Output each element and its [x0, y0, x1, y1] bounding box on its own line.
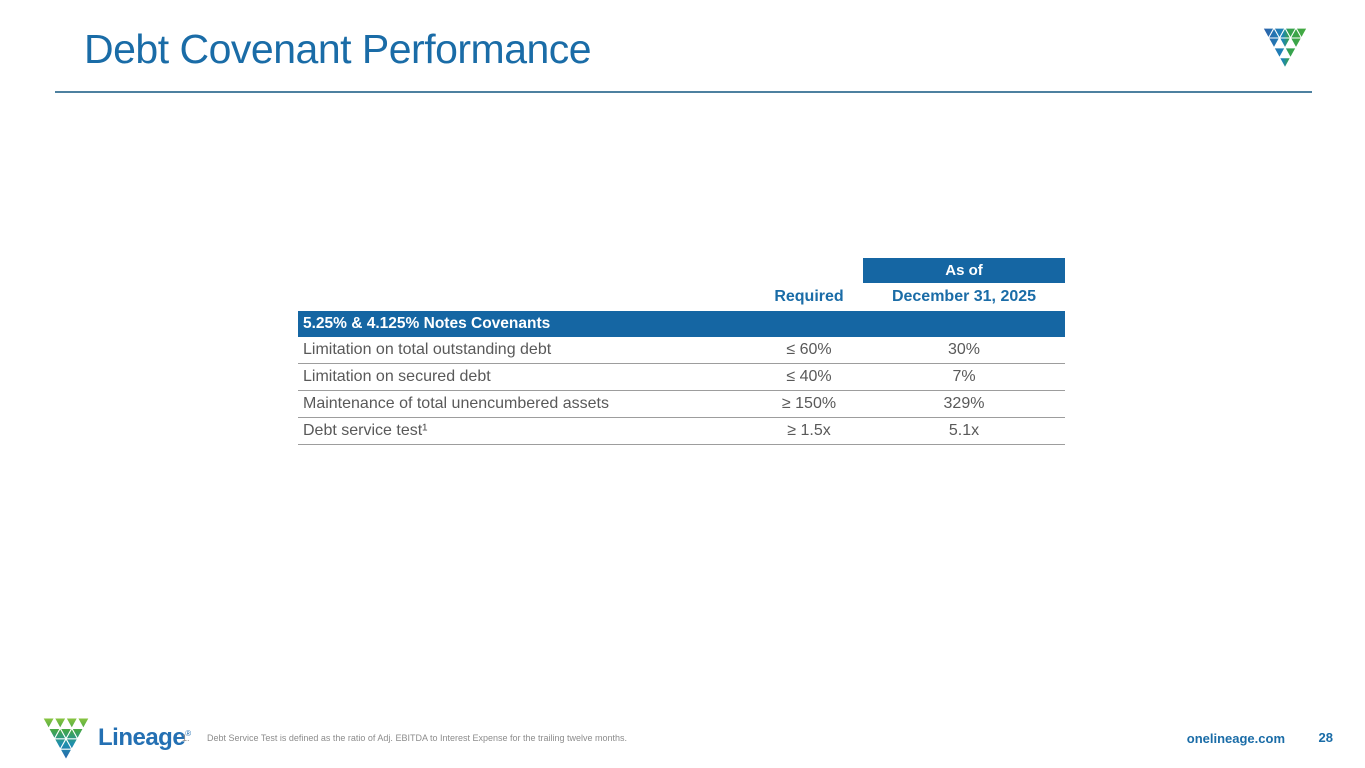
row-label: Debt service test¹: [303, 422, 428, 439]
lineage-shield-icon: [42, 718, 90, 761]
actual-value: 30%: [947, 341, 981, 358]
as-of-header-box: As of: [863, 258, 1065, 283]
title-divider: [55, 91, 1312, 93]
required-value: ≥ 1.5x: [787, 422, 831, 439]
table-row: Limitation on secured debt ≤ 40% 7%: [298, 364, 1065, 391]
lineage-wordmark: Lineage®: [98, 724, 191, 752]
as-of-date-header: December 31, 2025: [891, 288, 1037, 305]
row-label: Limitation on total outstanding debt: [303, 341, 552, 358]
registered-mark: ®: [185, 729, 191, 738]
footnote-text: Debt Service Test is defined as the rati…: [207, 733, 628, 743]
website-link[interactable]: onelineage.com: [1186, 731, 1285, 746]
required-value: ≥ 150%: [781, 395, 837, 412]
covenant-table: As of Required December 31, 2025 5.25% &…: [298, 258, 1065, 445]
actual-value: 5.1x: [948, 422, 980, 439]
page-number: 28: [1318, 730, 1333, 745]
table-header-row-1: As of: [298, 258, 1065, 283]
actual-value: 7%: [952, 368, 976, 385]
page-title: Debt Covenant Performance: [84, 26, 592, 72]
row-label: Maintenance of total unencumbered assets: [303, 395, 609, 412]
actual-value: 329%: [943, 395, 985, 412]
wordmark-text: Lineage: [98, 724, 186, 751]
required-value: ≤ 60%: [786, 341, 832, 358]
required-column-header: Required: [774, 288, 844, 305]
section-header-band: 5.25% & 4.125% Notes Covenants: [298, 311, 1065, 337]
table-row: Limitation on total outstanding debt ≤ 6…: [298, 337, 1065, 364]
footnote-number: 1.: [182, 733, 190, 743]
table-header-row-2: Required December 31, 2025: [298, 283, 1065, 311]
row-label: Limitation on secured debt: [303, 368, 491, 385]
table-row: Maintenance of total unencumbered assets…: [298, 391, 1065, 418]
footer-brand: Lineage®: [40, 718, 191, 762]
lineage-shield-icon: [1262, 27, 1308, 70]
footnote: 1. Debt Service Test is defined as the r…: [182, 733, 627, 743]
required-value: ≤ 40%: [786, 368, 832, 385]
table-row: Debt service test¹ ≥ 1.5x 5.1x: [298, 418, 1065, 445]
